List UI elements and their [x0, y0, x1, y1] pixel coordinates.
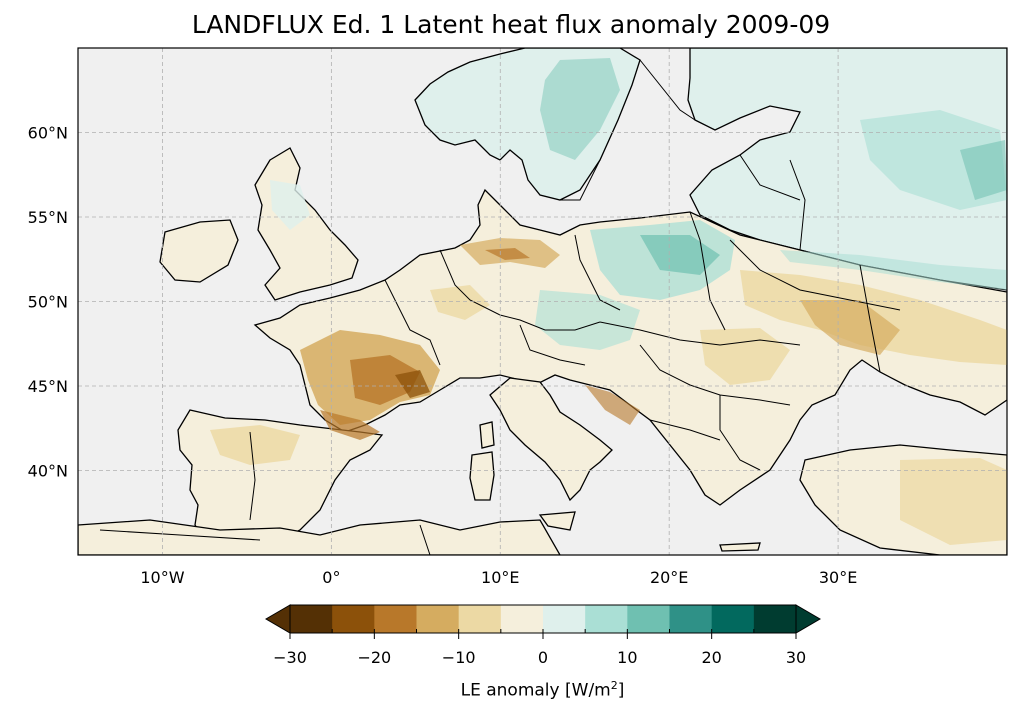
ireland-landmass: [159, 219, 239, 283]
lon-tick-label: 30°E: [819, 568, 857, 587]
country-borders: [99, 59, 901, 555]
colorbar-label-prefix: LE anomaly [W/m: [460, 680, 611, 701]
colorbar-over-extend: [795, 604, 821, 634]
colorbar-tick-label: −30: [273, 648, 307, 667]
corsica-landmass: [479, 421, 495, 449]
anomaly-patches: [210, 58, 1007, 545]
lat-tick-label: 50°N: [28, 293, 68, 312]
lat-tick-label: 40°N: [28, 462, 68, 481]
colorbar-tick-label: −10: [442, 648, 476, 667]
sicily-landmass: [538, 511, 576, 531]
colorbar-bin: [458, 605, 502, 633]
colorbar-tick-label: 20: [701, 648, 721, 667]
crete-landmass: [719, 542, 761, 552]
colorbar-bin: [543, 605, 586, 633]
colorbar-label: LE anomaly [W/m2]: [0, 679, 1022, 701]
lon-tick-label: 0°: [322, 568, 340, 587]
lat-tick-label: 60°N: [28, 124, 68, 143]
map-frame: [77, 47, 1008, 556]
colorbar-bin: [374, 605, 417, 633]
colorbar-tick-label: −20: [357, 648, 391, 667]
lat-tick-labels: 40°N 45°N 50°N 55°N 60°N: [28, 124, 68, 481]
lon-tick-labels: 10°W 0° 10°E 20°E 30°E: [140, 568, 857, 587]
lon-tick-label: 10°E: [481, 568, 519, 587]
colorbar-bin: [585, 605, 628, 633]
lat-tick-label: 55°N: [28, 208, 68, 227]
colorbar-bin: [753, 605, 797, 633]
colorbar-bin: [332, 605, 375, 633]
colorbar-bin: [627, 605, 670, 633]
colorbar-bin: [416, 605, 460, 633]
italy-landmass: [489, 377, 613, 502]
colorbar-tick-label: 0: [538, 648, 548, 667]
north-africa-landmass: [78, 519, 561, 555]
colorbar-tick-label: 10: [617, 648, 637, 667]
continental-europe-landmass: [253, 188, 1007, 506]
lon-tick-label: 20°E: [650, 568, 688, 587]
colorbar-bin: [669, 605, 713, 633]
colorbar-bin: [711, 605, 755, 633]
colorbar: −30 −20 −10 0 10 20 30: [265, 604, 821, 667]
colorbar-label-sup: 2: [610, 679, 618, 692]
colorbar-tick-label: 30: [786, 648, 806, 667]
colorbar-under-extend: [265, 604, 291, 634]
lat-tick-label: 45°N: [28, 377, 68, 396]
chart-title: LANDFLUX Ed. 1 Latent heat flux anomaly …: [191, 10, 831, 39]
sardinia-landmass: [469, 451, 495, 501]
colorbar-bin: [500, 605, 544, 633]
scandinavia-landmass: [414, 48, 641, 201]
colorbar-label-suffix: ]: [617, 680, 625, 701]
lon-tick-label: 10°W: [140, 568, 184, 587]
colorbar-bin: [290, 605, 333, 633]
gridlines: [78, 48, 1007, 555]
